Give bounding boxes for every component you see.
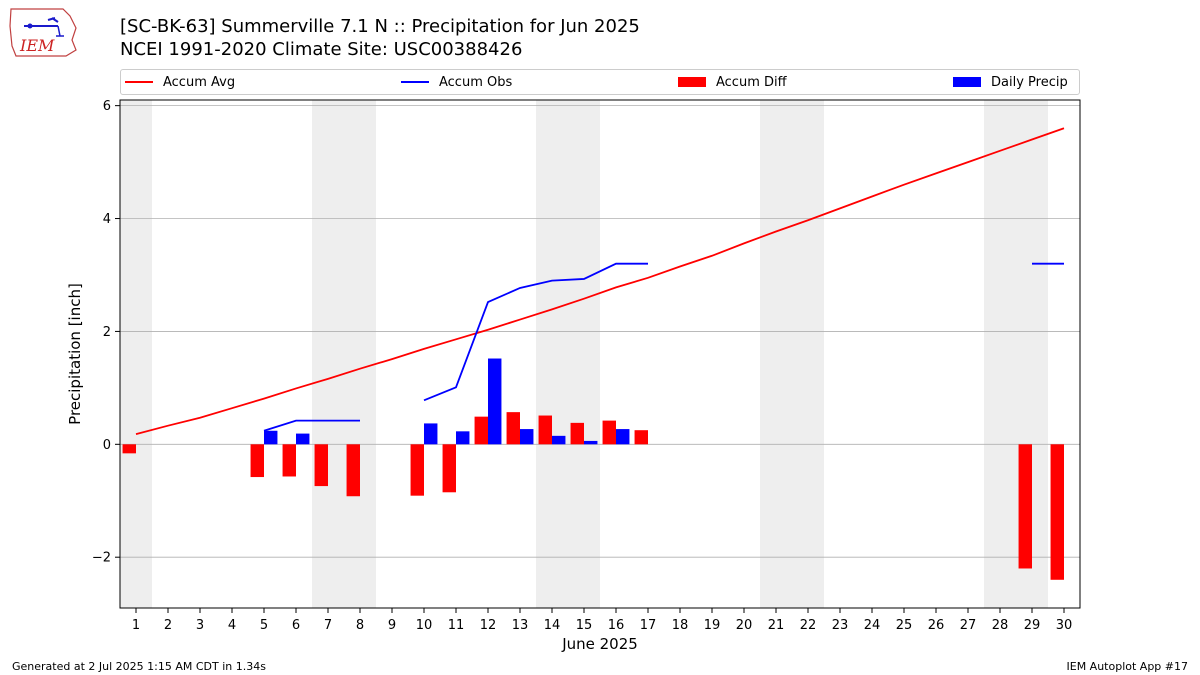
y-tick-label-0: 0	[103, 438, 111, 453]
accum-diff-bar-day-10	[410, 444, 424, 496]
daily-precip-bar-day-13	[520, 429, 534, 445]
x-tick-label-8: 8	[356, 618, 364, 633]
daily-precip-bar-day-14	[552, 435, 566, 445]
y-axis-label: Precipitation [inch]	[66, 283, 84, 425]
chart-title: [SC-BK-63] Summerville 7.1 N :: Precipit…	[120, 16, 640, 37]
x-tick-label-3: 3	[196, 618, 204, 633]
generated-timestamp: Generated at 2 Jul 2025 1:15 AM CDT in 1…	[12, 660, 266, 673]
x-tick-label-14: 14	[544, 618, 561, 633]
x-tick-label-22: 22	[800, 618, 817, 633]
accum-diff-bar-day-8	[346, 444, 360, 497]
x-tick-label-21: 21	[768, 618, 785, 633]
weekend-shade-day-7	[312, 100, 344, 608]
accum-obs-line-segment-1	[423, 262, 648, 402]
daily-precip-bar-day-10	[424, 423, 438, 445]
x-tick-label-16: 16	[608, 618, 625, 633]
x-tick-label-10: 10	[416, 618, 433, 633]
x-tick-label-6: 6	[292, 618, 300, 633]
weekend-shade-day-21	[760, 100, 792, 608]
daily-precip-bar-day-12	[488, 358, 502, 445]
daily-precip-bar-day-15	[584, 440, 598, 445]
x-tick-label-7: 7	[324, 618, 332, 633]
legend-item-accum-obs: Accum Obs	[401, 70, 512, 94]
accum-diff-bar-day-5	[250, 444, 264, 478]
x-tick-label-20: 20	[736, 618, 753, 633]
daily-precip-bar-day-11	[456, 431, 470, 445]
accum-diff-bar-day-12	[474, 416, 488, 445]
accum-avg-line-segment-0	[135, 127, 1065, 436]
x-tick-label-15: 15	[576, 618, 593, 633]
accum-diff-bar-day-16	[602, 420, 616, 445]
x-tick-label-9: 9	[388, 618, 396, 633]
x-tick-label-28: 28	[992, 618, 1009, 633]
weekend-shade-day-1	[120, 100, 152, 608]
x-tick-label-29: 29	[1024, 618, 1041, 633]
weekend-shade-day-29	[1016, 100, 1048, 608]
accum-diff-bar-day-14	[538, 415, 552, 445]
x-tick-label-2: 2	[164, 618, 172, 633]
accum-diff-bar-day-1	[122, 444, 136, 454]
weekend-shade-day-22	[792, 100, 824, 608]
chart-subtitle: NCEI 1991-2020 Climate Site: USC00388426	[120, 39, 523, 60]
legend-swatch-accum-diff	[678, 77, 706, 87]
x-tick-label-1: 1	[132, 618, 140, 633]
x-tick-label-19: 19	[704, 618, 721, 633]
x-tick-label-17: 17	[640, 618, 657, 633]
x-tick-label-5: 5	[260, 618, 268, 633]
daily-precip-bar-day-16	[616, 429, 630, 445]
x-tick-label-13: 13	[512, 618, 529, 633]
accum-diff-bar-day-7	[314, 444, 328, 487]
y-tick-label-2: 2	[103, 325, 111, 340]
accum-diff-bar-day-30	[1050, 444, 1064, 580]
accum-diff-bar-day-11	[442, 444, 456, 493]
iem-logo: IEM	[9, 8, 77, 57]
x-tick-label-12: 12	[480, 618, 497, 633]
y-tick-label-6: 6	[103, 99, 111, 114]
x-tick-label-23: 23	[832, 618, 849, 633]
legend-label-accum-avg: Accum Avg	[163, 74, 236, 90]
x-tick-label-30: 30	[1056, 618, 1073, 633]
weekend-shade-day-28	[984, 100, 1016, 608]
chart-legend: Accum Avg Accum Obs Accum Diff Daily Pre…	[120, 69, 1080, 95]
x-tick-label-26: 26	[928, 618, 945, 633]
x-tick-label-4: 4	[228, 618, 236, 633]
weekend-shade-day-14	[536, 100, 568, 608]
legend-label-daily-precip: Daily Precip	[991, 74, 1068, 90]
plot-frame	[119, 99, 1081, 609]
legend-swatch-daily-precip	[953, 77, 981, 87]
app-credit: IEM Autoplot App #17	[1066, 660, 1189, 673]
logo-text: IEM	[19, 36, 55, 55]
weekend-shade-day-8	[344, 100, 376, 608]
daily-precip-bar-day-6	[296, 433, 310, 445]
legend-item-daily-precip: Daily Precip	[953, 70, 1068, 94]
x-tick-label-25: 25	[896, 618, 913, 633]
y-tick-label--2: −2	[92, 551, 111, 566]
accum-diff-bar-day-15	[570, 422, 584, 445]
x-tick-label-11: 11	[448, 618, 465, 633]
x-tick-label-24: 24	[864, 618, 881, 633]
accum-obs-line-segment-0	[263, 419, 360, 432]
accum-diff-bar-day-17	[634, 430, 648, 445]
x-tick-label-27: 27	[960, 618, 977, 633]
legend-label-accum-obs: Accum Obs	[439, 74, 513, 90]
x-axis-label: June 2025	[561, 635, 638, 653]
weekend-shade-day-15	[568, 100, 600, 608]
legend-label-accum-diff: Accum Diff	[716, 74, 787, 90]
legend-item-accum-avg: Accum Avg	[125, 70, 235, 94]
legend-swatch-accum-obs	[401, 81, 429, 83]
legend-item-accum-diff: Accum Diff	[678, 70, 787, 94]
x-tick-label-18: 18	[672, 618, 689, 633]
accum-diff-bar-day-29	[1018, 444, 1032, 569]
accum-diff-bar-day-6	[282, 444, 296, 477]
accum-diff-bar-day-13	[506, 412, 520, 445]
daily-precip-bar-day-5	[264, 430, 278, 445]
y-tick-label-4: 4	[103, 212, 111, 227]
legend-swatch-accum-avg	[125, 81, 153, 83]
